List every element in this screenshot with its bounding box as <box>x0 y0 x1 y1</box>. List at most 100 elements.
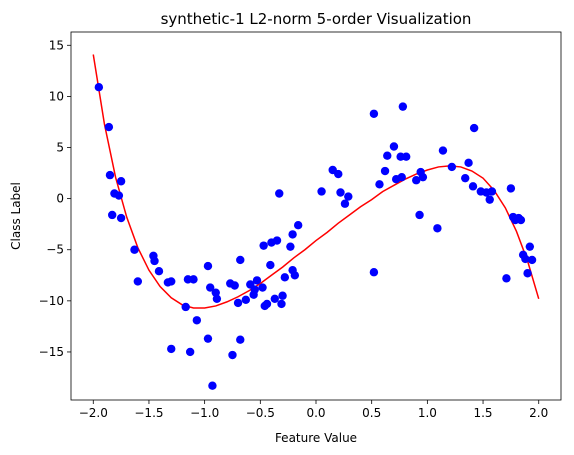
data-point <box>236 255 245 265</box>
data-point <box>230 281 239 290</box>
data-point <box>516 215 526 225</box>
x-tick-label: −1.5 <box>134 406 163 420</box>
fit-curve <box>92 54 540 309</box>
data-point <box>150 256 159 266</box>
x-axis: −2.0 −1.5 −1.0 −0.5 0.0 0.5 1.0 1.5 2.0 <box>79 400 548 420</box>
data-point <box>185 347 195 357</box>
data-point <box>250 285 259 294</box>
data-point <box>116 177 126 186</box>
data-point <box>469 123 479 133</box>
data-point <box>203 261 213 271</box>
data-point <box>154 267 164 276</box>
data-point <box>288 230 297 239</box>
data-point <box>203 334 213 343</box>
data-point <box>259 241 268 250</box>
chart-title: synthetic-1 L2-norm 5-order Visualizatio… <box>161 10 472 28</box>
x-tick-label: −1.0 <box>190 406 219 420</box>
data-point <box>272 236 282 245</box>
data-point <box>438 146 448 155</box>
data-point <box>105 170 115 180</box>
data-point <box>402 152 411 161</box>
x-tick-label: 0.5 <box>362 406 381 420</box>
x-tick-label: −2.0 <box>79 406 108 420</box>
data-point <box>252 276 262 285</box>
data-point <box>527 255 537 265</box>
data-point <box>521 254 530 264</box>
x-tick-label: 2.0 <box>529 406 548 420</box>
y-tick-label: 5 <box>56 141 64 155</box>
x-tick-label: −0.5 <box>246 406 275 420</box>
data-point <box>415 210 424 220</box>
data-point <box>397 172 406 182</box>
x-axis-label: Feature Value <box>275 431 357 445</box>
data-point <box>167 344 176 354</box>
data-point <box>487 187 497 196</box>
data-point <box>236 335 245 344</box>
plot-area <box>70 31 562 401</box>
data-point <box>468 182 478 191</box>
x-tick-label: 1.5 <box>473 406 492 420</box>
data-point <box>380 166 390 176</box>
data-point <box>293 221 303 230</box>
data-point <box>340 199 350 208</box>
data-point <box>275 189 284 198</box>
data-point <box>418 172 428 182</box>
data-point <box>241 295 251 305</box>
y-tick-label: −10 <box>39 294 64 308</box>
data-point <box>167 277 176 286</box>
data-point <box>433 224 442 233</box>
data-point <box>506 184 516 193</box>
data-point <box>133 277 143 286</box>
data-point <box>344 192 353 201</box>
data-point <box>523 269 532 278</box>
data-point <box>108 210 117 220</box>
data-point <box>206 283 215 292</box>
data-point <box>277 299 286 309</box>
y-axis: −15 −10 −5 0 5 10 15 <box>39 38 71 359</box>
data-point <box>189 275 198 284</box>
data-point <box>502 274 511 283</box>
y-tick-label: −5 <box>46 243 64 257</box>
data-point <box>130 245 139 254</box>
data-point <box>336 188 345 197</box>
data-point <box>94 83 104 92</box>
data-point <box>375 180 384 189</box>
data-point <box>485 195 494 204</box>
data-point <box>389 142 399 151</box>
data-point <box>447 162 457 172</box>
data-point <box>258 283 267 292</box>
data-point <box>398 102 408 111</box>
data-point <box>412 176 421 185</box>
data-point <box>278 291 287 300</box>
data-point <box>464 158 473 168</box>
data-point <box>228 350 237 360</box>
data-point <box>233 298 243 308</box>
data-point <box>383 151 392 160</box>
y-tick-label: −15 <box>39 345 64 359</box>
data-point <box>317 187 326 196</box>
x-tick-label: 1.0 <box>418 406 437 420</box>
data-point <box>212 294 222 303</box>
data-point <box>286 242 295 251</box>
data-point <box>192 316 202 325</box>
y-tick-label: 15 <box>49 38 64 52</box>
data-point <box>262 299 272 309</box>
y-tick-label: 0 <box>56 192 64 206</box>
axes-frame <box>70 31 562 401</box>
data-point <box>208 381 217 390</box>
data-point <box>461 173 470 183</box>
data-point <box>334 169 343 179</box>
x-tick-label: 0.0 <box>306 406 325 420</box>
data-point <box>280 273 290 282</box>
y-axis-label: Class Label <box>9 182 23 250</box>
data-point <box>266 260 275 270</box>
y-tick-label: 10 <box>49 89 64 103</box>
data-point <box>270 294 279 303</box>
data-point <box>181 302 190 312</box>
data-point <box>114 191 124 200</box>
data-point <box>104 122 114 132</box>
data-point <box>525 242 535 251</box>
data-point <box>116 213 126 223</box>
data-point <box>290 271 300 280</box>
